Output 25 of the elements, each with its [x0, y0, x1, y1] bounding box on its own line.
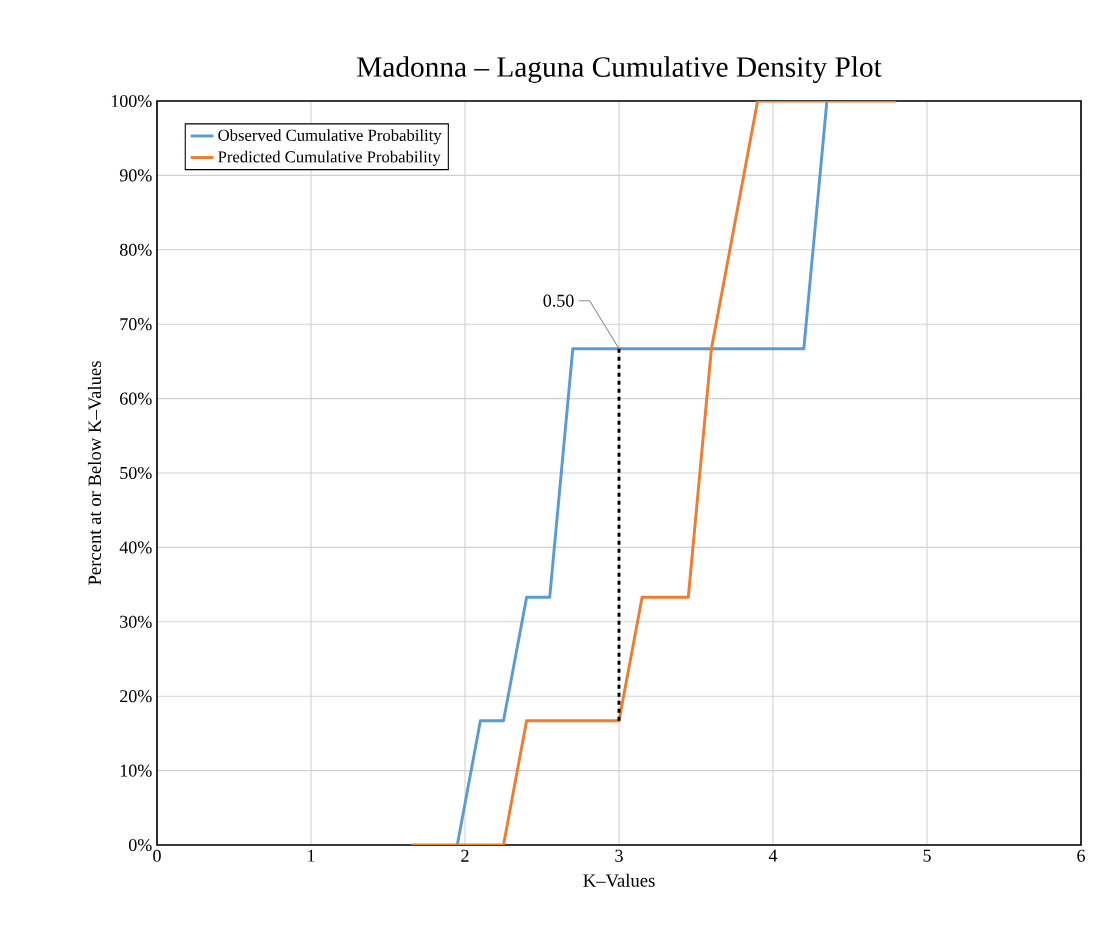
y-tick-label: 20% — [120, 690, 152, 703]
legend-label: Predicted Cumulative Probability — [218, 150, 441, 166]
x-tick-label: 3 — [615, 849, 623, 862]
y-tick-label: 90% — [119, 169, 152, 182]
y-tick-label: 10% — [120, 764, 152, 777]
y-tick-label: 80% — [119, 243, 152, 256]
x-tick-label: 2 — [461, 849, 469, 862]
x-tick-label: 4 — [768, 849, 778, 862]
x-axis-title: K–Values — [583, 873, 655, 887]
x-tick-label: 1 — [308, 849, 315, 862]
x-tick-label: 5 — [923, 849, 931, 862]
annotation: 0.50 — [543, 294, 574, 307]
x-tick-label: 6 — [1077, 849, 1085, 862]
chart-title: Madonna – Laguna Cumulative Density Plot — [357, 56, 882, 83]
x-tick-label: 0 — [153, 849, 161, 862]
y-tick-label: 100% — [111, 94, 152, 108]
y-tick-label: 50% — [120, 466, 152, 480]
y-axis-title: Percent at or Below K–Values — [87, 361, 102, 585]
line-series — [455, 101, 829, 845]
y-tick-label: 30% — [120, 615, 152, 628]
y-tick-label: 0% — [128, 838, 152, 852]
y-tick-label: 40% — [119, 541, 152, 554]
y-tick-label: 60% — [120, 392, 152, 405]
y-tick-label: 70% — [120, 318, 152, 331]
legend-label: Observed Cumulative Probability — [218, 129, 442, 145]
